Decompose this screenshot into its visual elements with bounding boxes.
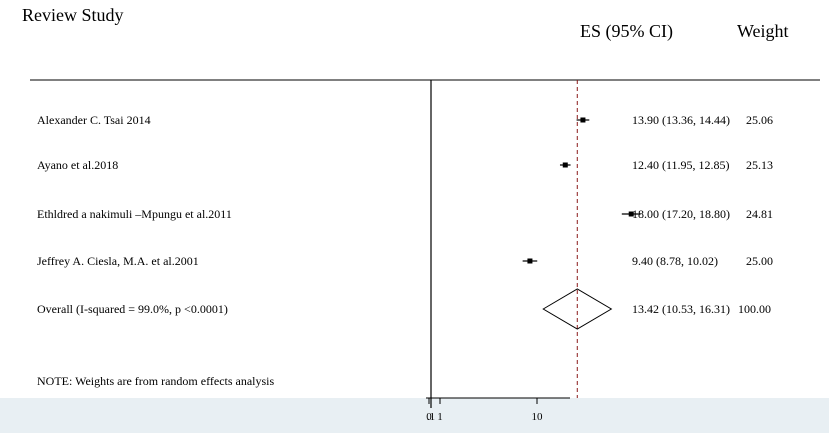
overall-weight: 100.00: [738, 302, 771, 316]
study-name: Ethldred a nakimuli –Mpungu et al.2011: [37, 207, 232, 221]
x-axis-ticks: 0.1 1 10: [426, 398, 543, 423]
weight-value: 24.81: [746, 207, 773, 221]
point-estimate: [580, 117, 586, 123]
review-study-header: Review Study: [22, 5, 124, 25]
overall-diamond: [542, 288, 613, 330]
es-ci-value: 13.90 (13.36, 14.44): [632, 113, 730, 127]
study-name: Jeffrey A. Ciesla, M.A. et al.2001: [37, 254, 199, 268]
study-name: Ayano et al.2018: [37, 158, 118, 172]
weight-value: 25.13: [746, 158, 773, 172]
overall-label: Overall (I-squared = 99.0%, p <0.0001): [37, 302, 228, 316]
es-ci-value: 12.40 (11.95, 12.85): [632, 158, 730, 172]
x-tick-label: 1: [437, 411, 443, 423]
study-rows: Alexander C. Tsai 2014 13.90 (13.36, 14.4…: [37, 80, 773, 398]
es-ci-value: 9.40 (8.78, 10.02): [632, 254, 718, 268]
point-estimate: [628, 211, 634, 217]
overall-es-ci: 13.42 (10.53, 16.31): [632, 302, 730, 316]
point-estimate: [527, 258, 533, 264]
weight-value: 25.00: [746, 254, 773, 268]
note-text: NOTE: Weights are from random effects an…: [37, 374, 275, 388]
x-tick-label: .1: [427, 411, 435, 423]
es-ci-value: 18.00 (17.20, 18.80): [632, 207, 730, 221]
point-estimate: [562, 162, 568, 168]
x-tick-label: 0: [426, 411, 432, 423]
x-tick-label: 10: [532, 411, 544, 423]
weight-value: 25.06: [746, 113, 773, 127]
es-ci-header: ES (95% CI): [580, 21, 673, 42]
axis-band: [0, 398, 829, 433]
weight-header: Weight: [737, 21, 789, 41]
study-name: Alexander C. Tsai 2014: [37, 113, 151, 127]
